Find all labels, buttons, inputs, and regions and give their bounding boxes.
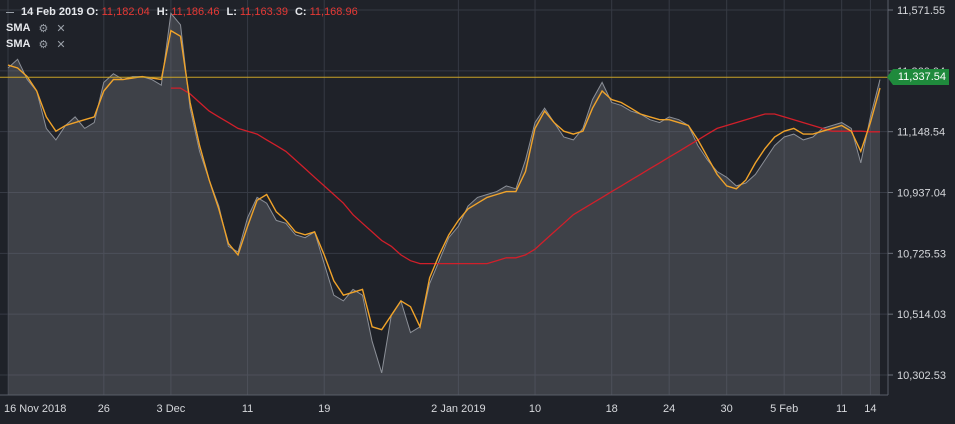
sma-row-1: SMA ⚙ ✕ [6,20,362,36]
close-value: 11,168.96 [309,6,358,18]
high-label: H: [156,6,169,18]
low-label: L: [226,6,237,18]
gridlines [0,0,888,395]
x-tick-label: 5 Feb [770,403,798,415]
close-icon[interactable]: ✕ [56,22,66,35]
sma-1-label[interactable]: SMA [6,22,31,34]
x-tick-label: 10 [529,403,541,415]
high-value: 11,186.46 [171,6,220,18]
x-tick-label: 30 [721,403,733,415]
low-value: 11,163.39 [239,6,288,18]
settings-icon[interactable]: ⚙ [38,38,49,51]
x-tick-label: 19 [318,403,330,415]
x-tick-label: 26 [98,403,110,415]
y-axis: 11,571.5511,360.0411,148.5410,937.0410,7… [888,5,946,382]
x-tick-label: 24 [663,403,675,415]
close-label: C: [294,6,307,18]
sma-fast-line [7,29,881,331]
ohlc-row: 14 Feb 2019 O: 11,182.04 H: 11,186.46 L:… [6,4,362,20]
y-tick-label: 10,514.03 [897,309,946,321]
x-tick-label: 16 Nov 2018 [4,403,66,415]
y-tick-label: 11,148.54 [897,127,945,139]
price-line [7,12,881,374]
y-tick-label: 10,937.04 [897,188,946,200]
x-tick-label: 18 [606,403,618,415]
x-axis: 16 Nov 2018 26 3 Dec 11 19 2 Jan 2019 10 18 24 30… [4,403,877,415]
x-tick-label: 11 [836,403,847,415]
price-area [8,13,880,396]
x-tick-label: 3 Dec [157,403,186,415]
open-label: O: [86,6,99,18]
chart-legend: 14 Feb 2019 O: 11,182.04 H: 11,186.46 L:… [6,4,362,52]
close-icon[interactable]: ✕ [56,38,66,51]
current-price-tag: 11,337.54 [887,69,949,86]
legend-date: 14 Feb 2019 [21,6,84,18]
collapse-icon[interactable] [6,11,14,13]
sma-slow-line [170,87,880,265]
y-tick-label: 11,571.55 [897,5,945,17]
sma-2-label[interactable]: SMA [6,38,31,50]
x-tick-label: 14 [864,403,876,415]
sma-row-2: SMA ⚙ ✕ [6,36,362,52]
x-tick-label: 11 [242,403,253,415]
open-value: 11,182.04 [101,6,150,18]
y-tick-label: 10,725.53 [897,248,946,260]
x-tick-label: 2 Jan 2019 [431,403,485,415]
y-tick-label: 10,302.53 [897,370,946,382]
settings-icon[interactable]: ⚙ [38,22,49,35]
